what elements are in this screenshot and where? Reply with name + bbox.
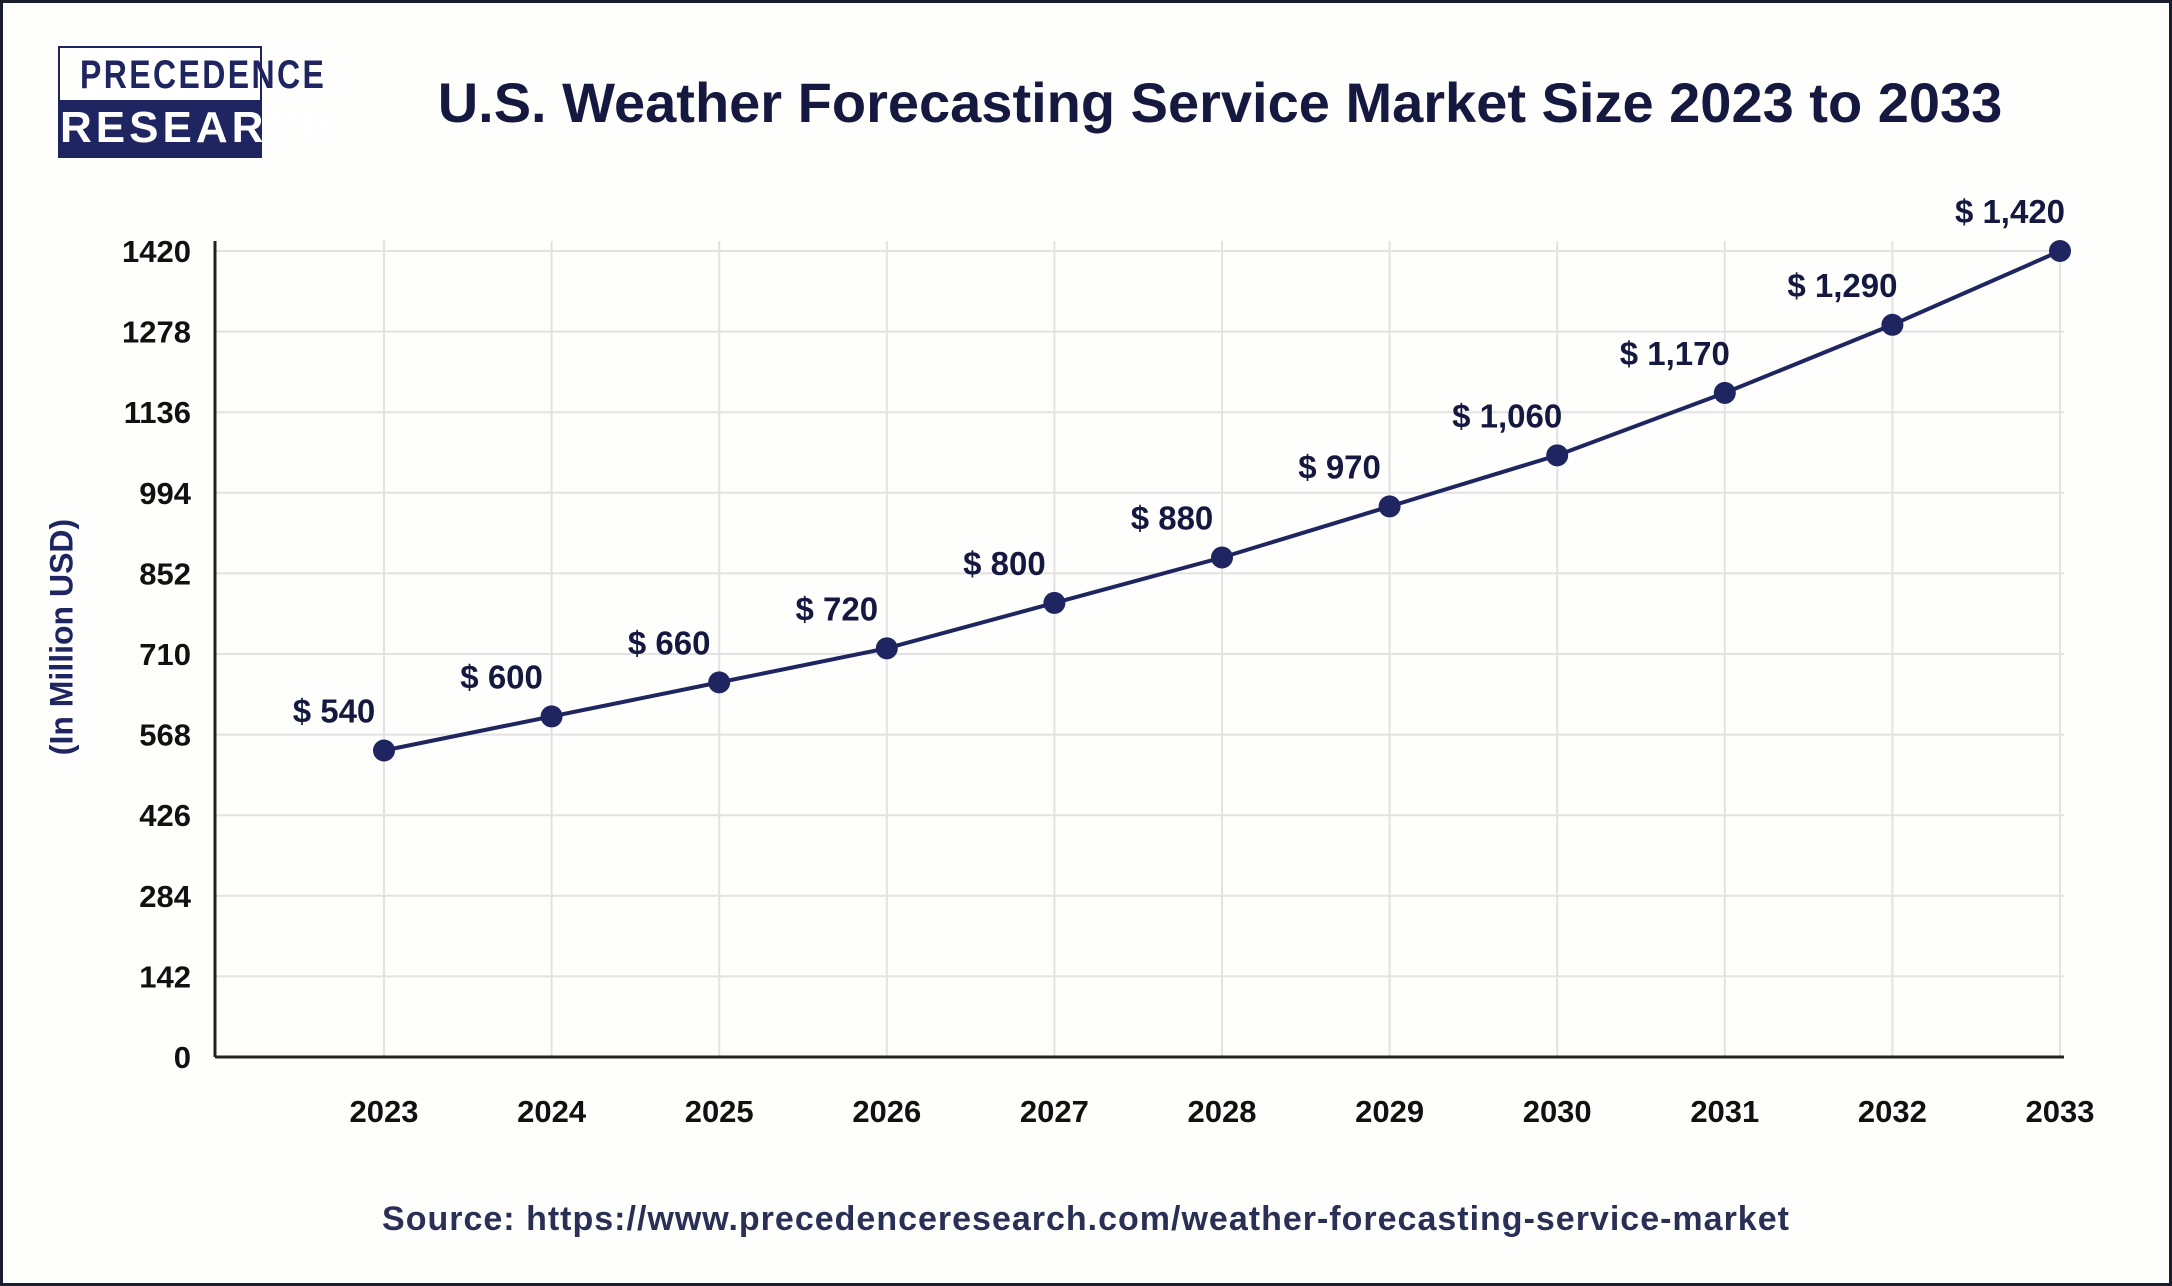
- data-point: [875, 637, 898, 660]
- data-point: [373, 739, 395, 762]
- x-tick-label: 2024: [517, 1094, 587, 1129]
- data-point: [1211, 546, 1233, 569]
- data-label: $ 1,170: [1620, 335, 1730, 372]
- y-tick-label: 284: [139, 879, 191, 914]
- data-label: $ 880: [1131, 500, 1214, 537]
- x-tick-label: 2028: [1188, 1094, 1257, 1129]
- y-tick-label: 994: [139, 476, 191, 511]
- data-point: [540, 705, 563, 728]
- source-text: Source: https://www.precedenceresearch.c…: [382, 1200, 1790, 1238]
- y-tick-label: 0: [174, 1040, 191, 1075]
- data-point: [2049, 240, 2071, 262]
- y-tick-label: 568: [139, 718, 191, 753]
- data-point: [1043, 591, 1066, 614]
- x-tick-label: 2026: [852, 1094, 921, 1129]
- data-point: [1378, 495, 1401, 518]
- y-tick-label: 852: [139, 556, 191, 591]
- data-label: $ 1,290: [1787, 267, 1897, 304]
- data-point: [1881, 313, 1904, 336]
- x-tick-label: 2029: [1355, 1094, 1424, 1129]
- data-label: $ 800: [963, 545, 1046, 582]
- x-tick-label: 2030: [1523, 1094, 1592, 1129]
- y-tick-label: 1278: [122, 315, 191, 350]
- data-point: [708, 671, 731, 694]
- x-tick-label: 2027: [1020, 1094, 1089, 1129]
- data-label: $ 600: [460, 658, 543, 695]
- x-tick-label: 2032: [1858, 1094, 1927, 1129]
- data-label: $ 1,420: [1955, 193, 2065, 230]
- data-label: $ 1,060: [1452, 397, 1562, 434]
- data-point: [1713, 381, 1736, 404]
- data-label: $ 540: [293, 692, 376, 729]
- data-label: $ 720: [796, 590, 879, 627]
- y-tick-label: 426: [139, 798, 191, 833]
- data-label: $ 660: [628, 624, 711, 661]
- x-tick-label: 2033: [2026, 1094, 2095, 1129]
- data-label: $ 970: [1298, 448, 1381, 485]
- y-tick-label: 710: [139, 637, 191, 672]
- data-point: [1546, 444, 1569, 467]
- y-tick-label: 1136: [124, 395, 191, 430]
- chart-title: U.S. Weather Forecasting Service Market …: [437, 71, 2003, 134]
- y-tick-label: 1420: [122, 234, 191, 269]
- y-tick-label: 142: [139, 959, 191, 994]
- x-tick-label: 2023: [350, 1094, 419, 1129]
- x-tick-label: 2025: [685, 1094, 754, 1129]
- x-tick-label: 2031: [1690, 1094, 1759, 1129]
